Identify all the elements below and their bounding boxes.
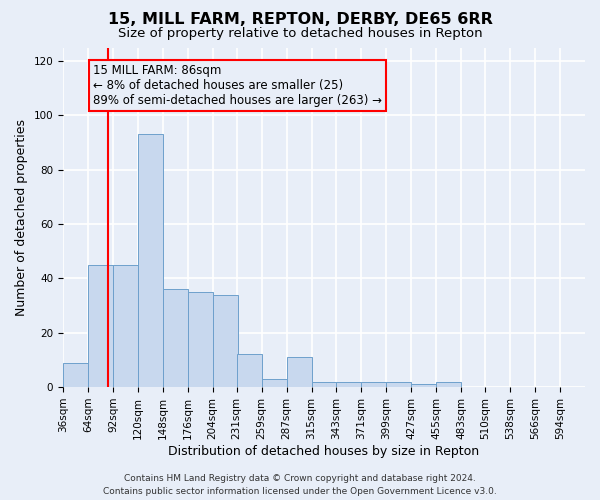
Bar: [361, 382, 386, 387]
Bar: [311, 382, 337, 387]
Bar: [337, 382, 361, 387]
Bar: [212, 294, 238, 387]
Bar: [287, 357, 311, 387]
Text: Contains HM Land Registry data © Crown copyright and database right 2024.
Contai: Contains HM Land Registry data © Crown c…: [103, 474, 497, 496]
Bar: [138, 134, 163, 387]
Bar: [88, 265, 113, 387]
X-axis label: Distribution of detached houses by size in Repton: Distribution of detached houses by size …: [169, 444, 479, 458]
Bar: [188, 292, 212, 387]
Text: 15, MILL FARM, REPTON, DERBY, DE65 6RR: 15, MILL FARM, REPTON, DERBY, DE65 6RR: [107, 12, 493, 28]
Bar: [436, 382, 461, 387]
Bar: [113, 265, 138, 387]
Bar: [386, 382, 412, 387]
Text: 15 MILL FARM: 86sqm
← 8% of detached houses are smaller (25)
89% of semi-detache: 15 MILL FARM: 86sqm ← 8% of detached hou…: [94, 64, 382, 107]
Bar: [237, 354, 262, 387]
Text: Size of property relative to detached houses in Repton: Size of property relative to detached ho…: [118, 28, 482, 40]
Bar: [63, 362, 88, 387]
Bar: [163, 290, 188, 387]
Bar: [412, 384, 436, 387]
Y-axis label: Number of detached properties: Number of detached properties: [15, 119, 28, 316]
Bar: [262, 379, 287, 387]
